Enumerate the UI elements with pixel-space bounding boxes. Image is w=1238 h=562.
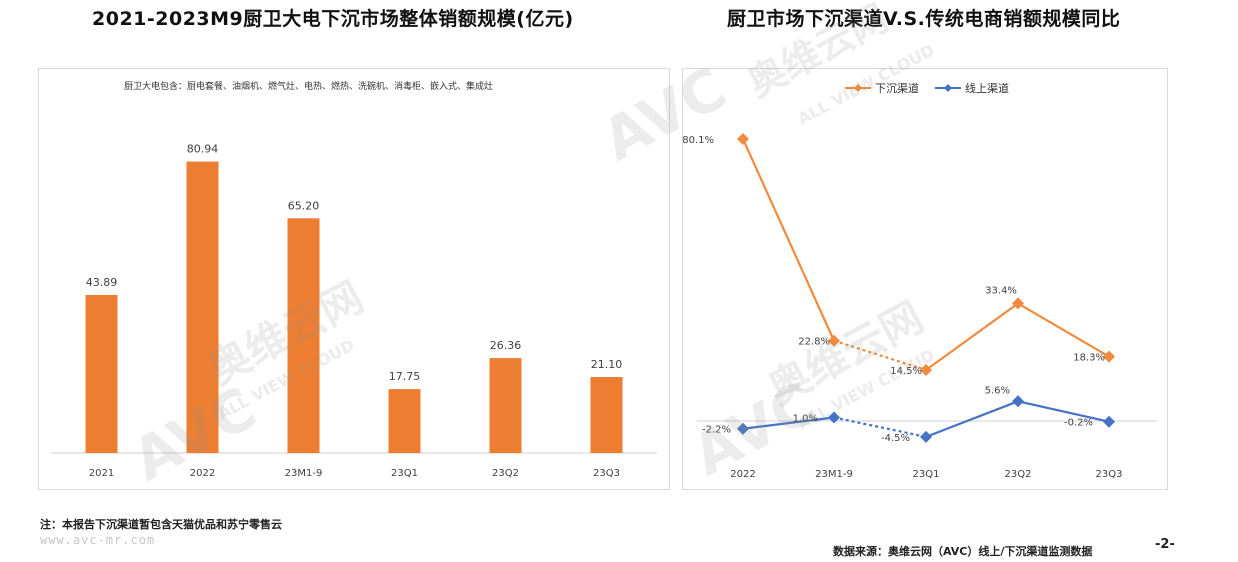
- series-line-segment: [833, 339, 927, 372]
- data-point: [1103, 350, 1115, 363]
- data-label: 5.6%: [985, 385, 1010, 396]
- data-label: 14.5%: [890, 366, 922, 377]
- series-line-segment: [742, 416, 835, 430]
- x-tick-label: 2022: [730, 469, 755, 480]
- bar: [287, 218, 320, 453]
- bar-chart-note: 厨卫大电包含：厨电套餐、油烟机、燃气灶、电热、燃热、洗碗机、消毒柜、嵌入式、集成…: [124, 80, 493, 92]
- data-point: [1012, 297, 1024, 310]
- bar-value-label: 17.75: [389, 370, 421, 383]
- data-point: [920, 363, 932, 376]
- series-line-segment: [833, 416, 927, 438]
- data-point: [1012, 395, 1024, 408]
- legend-marker: [944, 84, 952, 92]
- series-line-segment: [741, 138, 836, 342]
- x-tick-label: 23Q1: [391, 468, 418, 479]
- x-tick-label: 23Q2: [492, 468, 519, 479]
- x-tick-label: 23M1-9: [815, 469, 853, 480]
- footnote: 注：本报告下沉渠道暂包含天猫优品和苏宁零售云: [40, 518, 282, 531]
- bar-value-label: 26.36: [490, 339, 522, 352]
- site-url: www.avc-mr.com: [40, 533, 156, 547]
- data-point: [1103, 415, 1115, 428]
- bar-value-label: 21.10: [591, 358, 623, 371]
- data-label: -4.5%: [881, 433, 910, 444]
- data-point: [920, 430, 932, 443]
- series-line-segment: [1017, 400, 1110, 423]
- data-label: -0.2%: [1064, 418, 1093, 429]
- line-chart-panel: 下沉渠道 线上渠道 80.1% 22.8% 14.5% 33.4% 18.3% -2.2% 1…: [682, 68, 1168, 490]
- page-number: -2-: [1155, 537, 1175, 552]
- bar: [388, 389, 421, 453]
- data-point: [737, 133, 749, 146]
- bar-value-label: 65.20: [288, 199, 320, 212]
- x-tick-label: 23M1-9: [285, 468, 323, 479]
- data-label: 80.1%: [683, 135, 714, 146]
- bar: [85, 294, 118, 453]
- x-tick-label: 23Q2: [1005, 469, 1032, 480]
- legend-marker: [854, 84, 862, 92]
- data-point: [828, 411, 840, 424]
- data-label: 22.8%: [798, 337, 830, 348]
- data-source: 数据来源：奥维云网（AVC）线上/下沉渠道监测数据: [833, 545, 1093, 558]
- data-label: 18.3%: [1073, 353, 1105, 364]
- x-tick-label: 2021: [89, 468, 114, 479]
- left-chart-title: 2021-2023M9厨卫大电下沉市场整体销额规模(亿元): [92, 8, 574, 30]
- legend-label: 线上渠道: [965, 81, 1009, 95]
- data-point: [828, 334, 840, 347]
- bar-value-label: 80.94: [187, 143, 219, 156]
- legend-label: 下沉渠道: [875, 81, 919, 95]
- bar: [590, 377, 623, 453]
- bar: [489, 358, 522, 453]
- data-label: 1.0%: [793, 413, 818, 424]
- bar-value-label: 43.89: [86, 276, 118, 289]
- x-tick-label: 23Q1: [913, 469, 940, 480]
- series-line-segment: [925, 400, 1019, 438]
- bar-chart-panel: 厨卫大电包含：厨电套餐、油烟机、燃气灶、电热、燃热、洗碗机、消毒柜、嵌入式、集成…: [38, 68, 670, 490]
- line-chart: 下沉渠道 线上渠道 80.1% 22.8% 14.5% 33.4% 18.3% -2.2% 1…: [682, 81, 1157, 480]
- x-tick-label: 2022: [190, 468, 215, 479]
- bar-chart: 厨卫大电包含：厨电套餐、油烟机、燃气灶、电热、燃热、洗碗机、消毒柜、嵌入式、集成…: [51, 80, 657, 479]
- data-point: [737, 422, 749, 435]
- x-tick-label: 23Q3: [593, 468, 620, 479]
- bar: [186, 161, 219, 453]
- x-tick-label: 23Q3: [1096, 469, 1123, 480]
- series-line-segment: [1017, 302, 1110, 358]
- data-label: 33.4%: [985, 285, 1017, 296]
- data-label: -2.2%: [702, 425, 731, 436]
- series-line-segment: [925, 302, 1019, 371]
- right-chart-title: 厨卫市场下沉渠道V.S.传统电商销额规模同比: [727, 8, 1121, 30]
